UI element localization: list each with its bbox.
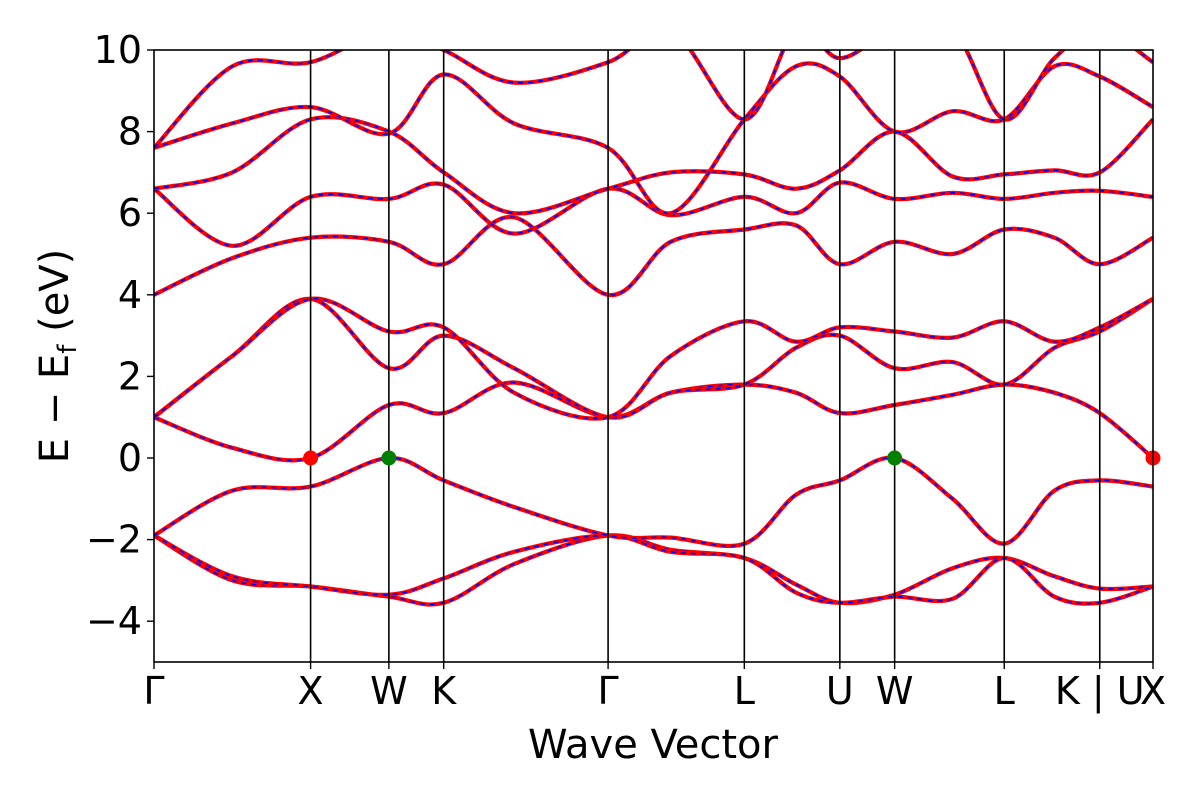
band-line-4 xyxy=(154,380,1153,463)
y-tick-label-3: 0 xyxy=(118,436,142,480)
band-line-overlay-5 xyxy=(154,297,1153,419)
band-line-5 xyxy=(154,296,1153,420)
plot-frame xyxy=(153,49,1154,663)
y-tick-label-1: −4 xyxy=(86,599,142,643)
band-line-10 xyxy=(154,61,1153,216)
band-line-overlay-4 xyxy=(154,381,1153,462)
x-tick-label-9: L xyxy=(994,669,1015,713)
band-edge-markers xyxy=(303,450,1161,466)
band-line-11 xyxy=(154,50,1153,150)
x-tick-label-7: U xyxy=(826,669,854,713)
x-tick-label-5: Γ xyxy=(598,669,619,713)
band-edge-marker-4 xyxy=(887,450,903,466)
x-axis-title: Wave Vector xyxy=(528,722,779,768)
x-tick-label-3: W xyxy=(370,669,408,713)
x-tick-label-10: K | U xyxy=(1055,669,1145,714)
x-tick-label-11: X xyxy=(1140,669,1166,713)
band-line-7 xyxy=(154,215,1153,297)
x-tick-label-6: L xyxy=(734,669,755,713)
y-tick-label-6: 6 xyxy=(118,191,142,235)
y-tick-label-8: 10 xyxy=(94,28,142,72)
band-line-8 xyxy=(154,180,1153,248)
x-tick-label-2: X xyxy=(298,669,324,713)
band-edge-marker-1 xyxy=(303,450,319,466)
y-axis-title-sub: f xyxy=(53,344,83,354)
kpoint-divider-lines xyxy=(309,50,1101,662)
y-tick-label-4: 2 xyxy=(118,354,142,398)
y-tick-label-2: −2 xyxy=(86,518,142,562)
band-line-overlay-11 xyxy=(154,50,1153,149)
band-line-overlay-2 xyxy=(154,534,1153,605)
y-tick-label-5: 4 xyxy=(118,273,142,317)
y-axis-title: E − Ef (eV) xyxy=(32,249,83,464)
band-line-overlay-3 xyxy=(154,456,1153,547)
band-line-3 xyxy=(154,455,1153,549)
band-line-overlay-6 xyxy=(154,297,1153,420)
band-lines xyxy=(154,50,1153,607)
band-line-overlay-8 xyxy=(154,181,1153,247)
band-line-overlay-10 xyxy=(154,62,1153,215)
y-axis-title-unit: (eV) xyxy=(32,249,78,345)
x-tick-label-4: K xyxy=(431,669,457,713)
y-axis-title-main: E − E xyxy=(32,354,78,464)
band-edge-marker-3 xyxy=(381,450,397,466)
y-tick-label-7: 8 xyxy=(118,110,142,154)
x-tick-label-8: W xyxy=(876,669,914,713)
x-tick-label-1: Γ xyxy=(143,669,164,713)
y-axis: −4 −2 0 2 4 6 8 10 xyxy=(86,28,154,643)
